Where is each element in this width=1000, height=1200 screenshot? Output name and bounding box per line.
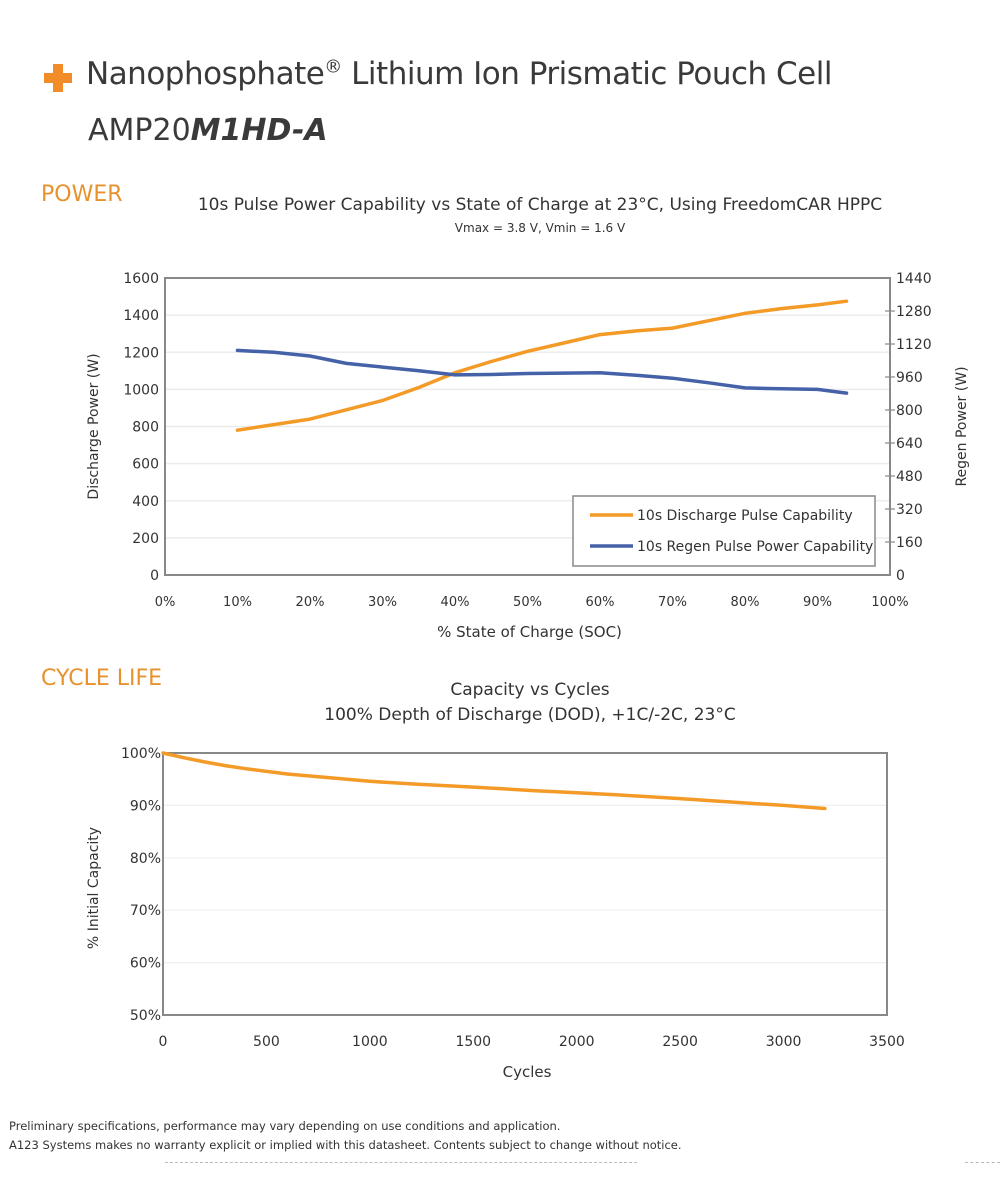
y-tick-label: 800 (132, 420, 159, 436)
model-prefix: AMP20 (88, 113, 191, 148)
cycle-x-axis-label: Cycles (503, 1063, 552, 1081)
cycle-chart-title: Capacity vs Cycles (450, 680, 610, 700)
x-tick-label: 2500 (662, 1034, 698, 1050)
section-cycle-life: CYCLE LIFE (41, 666, 163, 691)
y2-tick-label: 1120 (896, 337, 932, 353)
regen-series-line (235, 348, 849, 395)
x-tick-label: 60% (586, 595, 615, 610)
model-suffix: M1HD-A (190, 113, 328, 148)
power-series (235, 299, 849, 432)
model-name: AMP20M1HD-A (88, 113, 328, 148)
footer-rule-left (165, 1162, 637, 1163)
x-tick-label: 80% (731, 595, 760, 610)
y2-tick-label: 800 (896, 403, 923, 419)
discharge-series-line (235, 299, 849, 432)
y2-tick-label: 640 (896, 436, 923, 452)
footer-disclaimer-2: A123 Systems makes no warranty explicit … (9, 1138, 682, 1152)
y-tick-label: 1200 (123, 345, 159, 361)
y-tick-label: 90% (130, 798, 161, 814)
y2-tick-label: 1280 (896, 304, 932, 320)
section-power: POWER (41, 182, 123, 207)
x-tick-label: 100% (871, 595, 908, 610)
x-tick-label: 1500 (455, 1034, 491, 1050)
legend-box (572, 495, 876, 567)
power-x-axis-label: % State of Charge (SOC) (437, 623, 622, 641)
x-tick-label: 3500 (869, 1034, 905, 1050)
y-tick-label: 1400 (123, 308, 159, 324)
y-tick-label: 600 (132, 457, 159, 473)
power-x-ticks: 0% 10% 20% 30% 40% 50% 60% 70% 80% 90% 100% (155, 595, 909, 610)
power-y-ticks: 0 200 400 600 800 1000 1200 1400 1600 (123, 271, 159, 584)
footer-rule-right (965, 1162, 1000, 1163)
title-rest: Lithium Ion Prismatic Pouch Cell (341, 56, 832, 92)
x-tick-label: 500 (253, 1034, 280, 1050)
x-tick-label: 20% (296, 595, 325, 610)
x-tick-label: 0 (159, 1034, 168, 1050)
y-tick-label: 50% (130, 1008, 161, 1024)
x-tick-label: 50% (513, 595, 542, 610)
power-y2-ticks: 0 160 320 480 640 800 960 1120 1280 1440 (885, 271, 932, 584)
footer-disclaimer-1: Preliminary specifications, performance … (9, 1119, 561, 1133)
y-tick-label: 0 (150, 568, 159, 584)
x-tick-label: 10% (223, 595, 252, 610)
y-tick-label: 1600 (123, 271, 159, 287)
x-tick-label: 30% (368, 595, 397, 610)
legend-label: 10s Regen Pulse Power Capability (637, 539, 873, 555)
y2-tick-label: 960 (896, 370, 923, 386)
x-tick-label: 1000 (352, 1034, 388, 1050)
x-tick-label: 3000 (766, 1034, 802, 1050)
y-tick-label: 400 (132, 494, 159, 510)
power-legend: 10s Discharge Pulse Capability 10s Regen … (572, 495, 876, 567)
y2-tick-label: 480 (896, 469, 923, 485)
y-tick-label: 70% (130, 903, 161, 919)
y-tick-label: 1000 (123, 382, 159, 398)
cycle-plot-frame (162, 752, 888, 1016)
power-y2-axis-label: Regen Power (W) (954, 366, 970, 486)
power-chart-subtitle: Vmax = 3.8 V, Vmin = 1.6 V (454, 221, 626, 235)
product-title: Nanophosphate® Lithium Ion Prismatic Pou… (86, 56, 832, 92)
y-tick-label: 60% (130, 956, 161, 972)
x-tick-label: 70% (658, 595, 687, 610)
y-tick-label: 200 (132, 531, 159, 547)
cycle-y-ticks: 50% 60% 70% 80% 90% 100% (121, 746, 161, 1024)
power-y-axis-label: Discharge Power (W) (86, 353, 102, 499)
cycle-series (161, 751, 827, 811)
capacity-series-line (161, 751, 827, 811)
y-tick-label: 80% (130, 851, 161, 867)
power-plot-frame (164, 277, 891, 576)
cycle-x-ticks: 0 500 1000 1500 2000 2500 3000 3500 (159, 1034, 905, 1050)
y2-tick-label: 0 (896, 568, 905, 584)
y2-tick-label: 160 (896, 535, 923, 551)
y2-tick-label: 320 (896, 502, 923, 518)
x-tick-label: 2000 (559, 1034, 595, 1050)
x-tick-label: 40% (441, 595, 470, 610)
legend-label: 10s Discharge Pulse Capability (637, 508, 853, 524)
x-tick-label: 0% (155, 595, 176, 610)
cycle-chart-subtitle: 100% Depth of Discharge (DOD), +1C/-2C, … (324, 705, 736, 725)
title-text: Nanophosphate (86, 56, 325, 92)
y-tick-label: 100% (121, 746, 161, 762)
cycle-grid (163, 804, 887, 964)
cycle-chart: 50% 60% 70% 80% 90% 100% 0 500 1000 1500 2000 2500… (86, 746, 905, 1081)
registered-mark: ® (324, 56, 342, 78)
power-chart: 0 200 400 600 800 1000 1200 1400 1600 0 160 320 480… (86, 271, 970, 641)
plus-logo-icon (44, 64, 72, 92)
y2-tick-label: 1440 (896, 271, 932, 287)
power-chart-title: 10s Pulse Power Capability vs State of C… (197, 195, 883, 215)
x-tick-label: 90% (803, 595, 832, 610)
cycle-y-axis-label: % Initial Capacity (86, 827, 102, 949)
